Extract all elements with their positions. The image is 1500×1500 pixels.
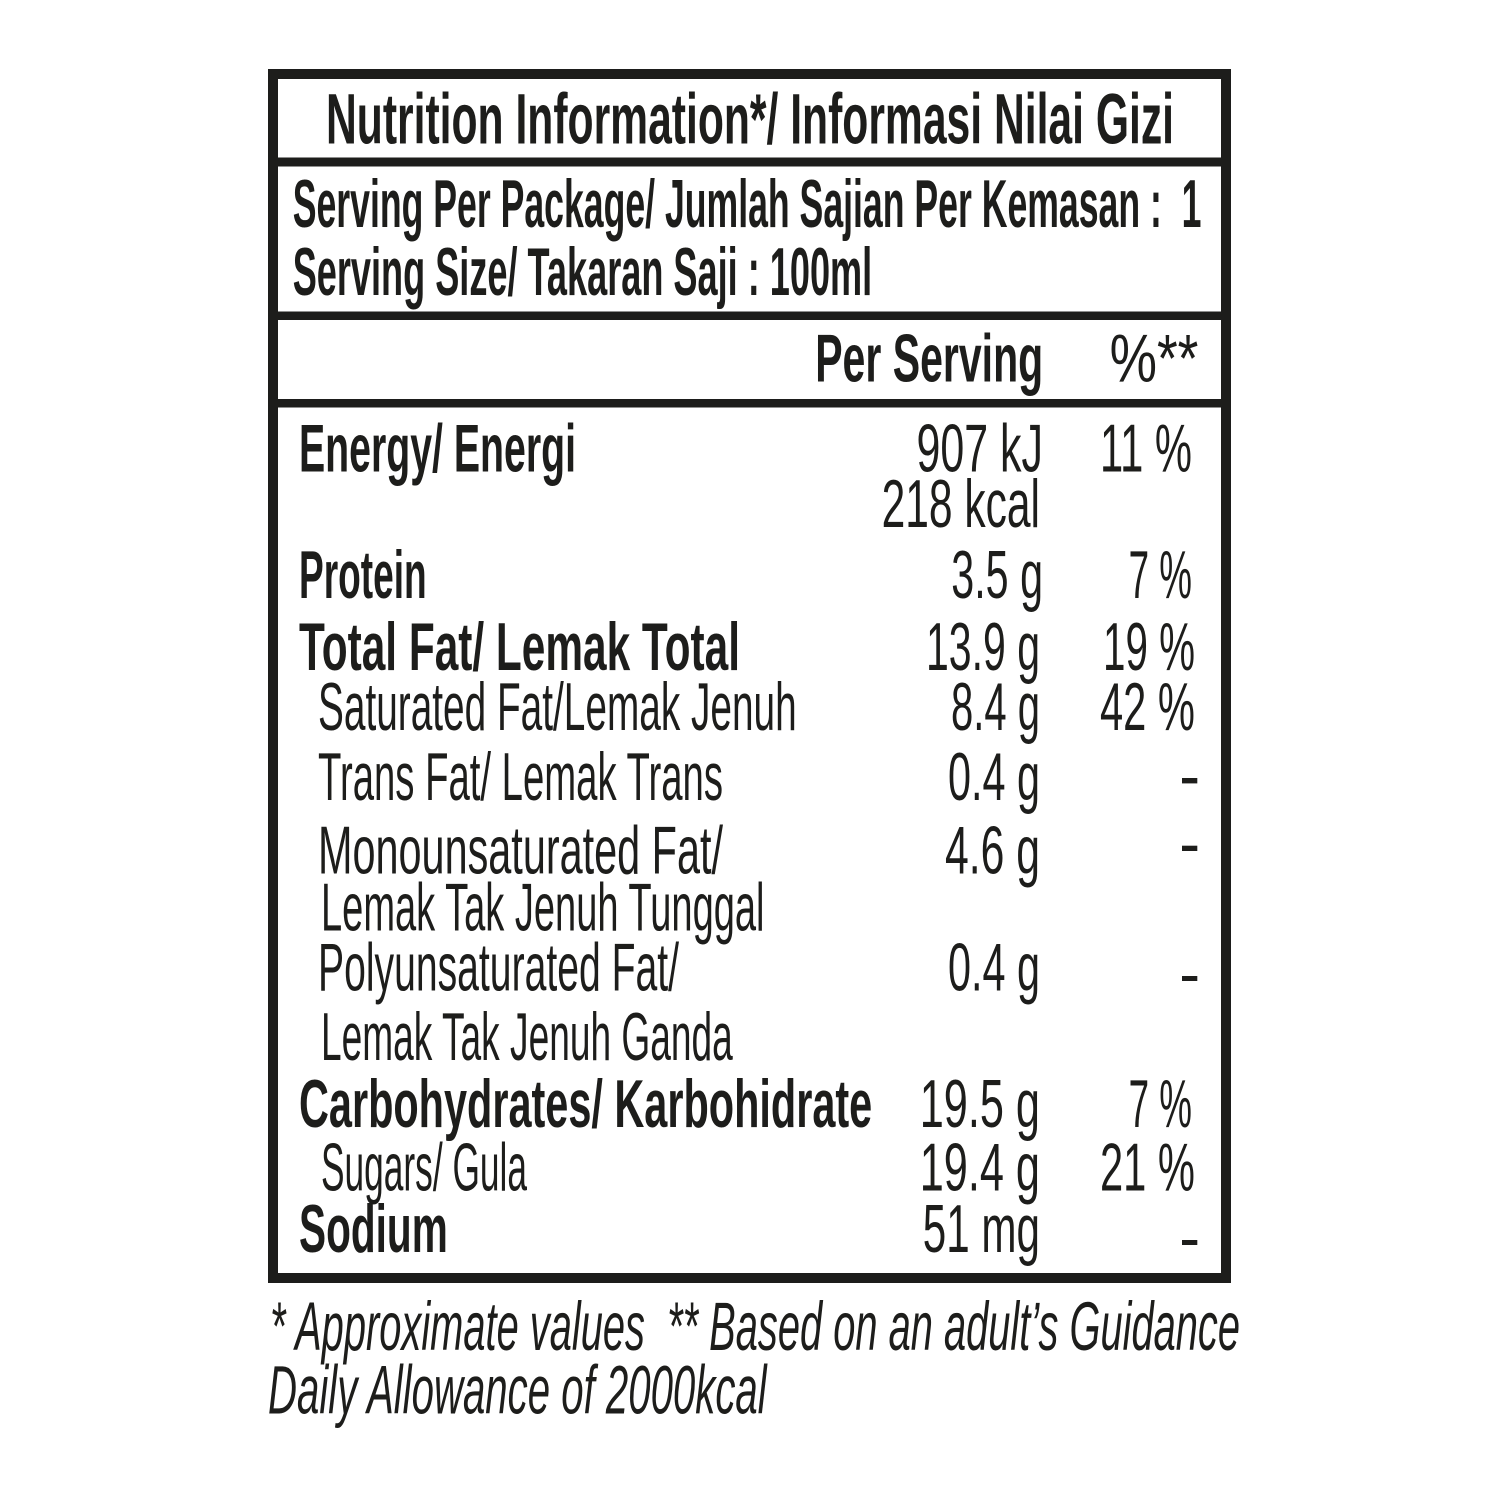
svg-text:21 %: 21 % (1100, 1129, 1195, 1205)
svg-text:Nutrition Information*/ Inform: Nutrition Information*/ Informasi Nilai … (326, 80, 1174, 159)
svg-text:Sodium: Sodium (299, 1191, 448, 1267)
svg-text:Trans Fat/ Lemak Trans: Trans Fat/ Lemak Trans (318, 739, 723, 815)
svg-text:Protein: Protein (299, 537, 427, 613)
svg-text:7 %: 7 % (1129, 1066, 1192, 1142)
svg-text:Polyunsaturated Fat/: Polyunsaturated Fat/ (318, 930, 679, 1006)
svg-text:8.4 g: 8.4 g (951, 669, 1040, 745)
svg-text:19.5 g: 19.5 g (920, 1066, 1040, 1142)
svg-text:Per Serving: Per Serving (815, 320, 1043, 396)
svg-text:Energy/ Energi: Energy/ Energi (299, 410, 576, 486)
svg-text:%**: %** (1110, 320, 1199, 396)
svg-text:Total Fat/ Lemak Total: Total Fat/ Lemak Total (299, 609, 740, 685)
svg-text:Carbohydrates/ Karbohidrate: Carbohydrates/ Karbohidrate (299, 1066, 872, 1142)
svg-text:Lemak Tak Jenuh Ganda: Lemak Tak Jenuh Ganda (321, 999, 733, 1075)
svg-text:19 %: 19 % (1103, 609, 1195, 685)
svg-text:Serving Size/ Takaran Saji : 1: Serving Size/ Takaran Saji : 100ml (293, 234, 873, 310)
svg-text:7 %: 7 % (1129, 537, 1192, 613)
svg-text:Monounsaturated Fat/: Monounsaturated Fat/ (318, 812, 723, 888)
svg-text:Serving Per Package/ Jumlah Sa: Serving Per Package/ Jumlah Sajian Per K… (293, 166, 1202, 242)
svg-text:4.6 g: 4.6 g (945, 812, 1040, 888)
svg-text:0.4 g: 0.4 g (948, 739, 1040, 815)
svg-text:Lemak Tak Jenuh Tunggal: Lemak Tak Jenuh Tunggal (321, 869, 765, 945)
svg-text:Saturated Fat/Lemak Jenuh: Saturated Fat/Lemak Jenuh (318, 669, 797, 745)
svg-text:Daily Allowance of 2000kcal: Daily Allowance of 2000kcal (268, 1351, 768, 1428)
svg-text:19.4 g: 19.4 g (920, 1129, 1040, 1205)
svg-text:0.4 g: 0.4 g (948, 930, 1040, 1006)
svg-text:11 %: 11 % (1100, 410, 1192, 486)
svg-text:51 mg: 51 mg (923, 1191, 1040, 1267)
svg-text:907 kJ: 907 kJ (917, 410, 1044, 486)
svg-text:13.9 g: 13.9 g (926, 609, 1040, 685)
svg-text:3.5 g: 3.5 g (951, 537, 1043, 613)
svg-text:42 %: 42 % (1100, 669, 1195, 745)
svg-text:218 kcal: 218 kcal (882, 466, 1040, 542)
svg-text:* Approximate values ** Based: * Approximate values ** Based on an adul… (270, 1288, 1240, 1365)
svg-text:Sugars/ Gula: Sugars/ Gula (321, 1129, 527, 1205)
